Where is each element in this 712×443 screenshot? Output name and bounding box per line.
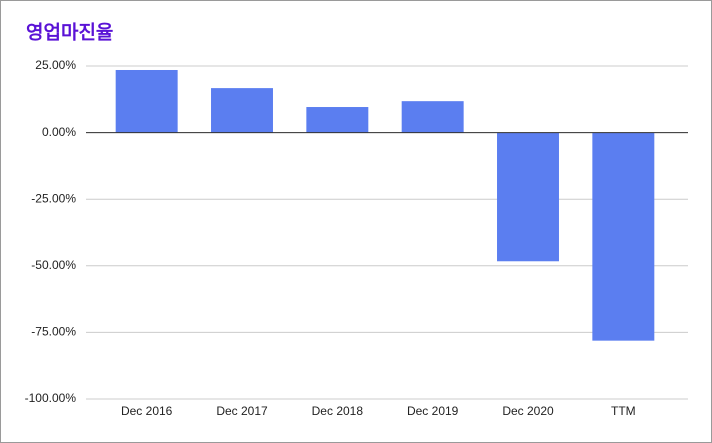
y-tick-label: 0.00% <box>42 125 76 139</box>
bar <box>592 132 655 341</box>
bar <box>497 132 559 262</box>
y-tick-label: -75.00% <box>31 325 76 339</box>
bar <box>211 88 273 133</box>
chart-title: 영업마진율 <box>26 22 113 44</box>
bar <box>401 101 464 133</box>
bar <box>115 69 178 133</box>
x-tick-label: Dec 2017 <box>216 404 268 418</box>
x-tick-label: Dec 2018 <box>312 404 364 418</box>
x-tick-label: Dec 2019 <box>407 404 459 418</box>
x-tick-label: Dec 2020 <box>502 404 554 418</box>
x-tick-label: Dec 2016 <box>121 404 173 418</box>
x-tick-label: TTM <box>611 404 636 418</box>
y-tick-label: -50.00% <box>31 258 76 272</box>
y-tick-label: 25.00% <box>35 58 76 72</box>
bar <box>306 107 369 133</box>
y-tick-label: -25.00% <box>31 191 76 205</box>
y-tick-label: -100.00% <box>25 391 77 405</box>
